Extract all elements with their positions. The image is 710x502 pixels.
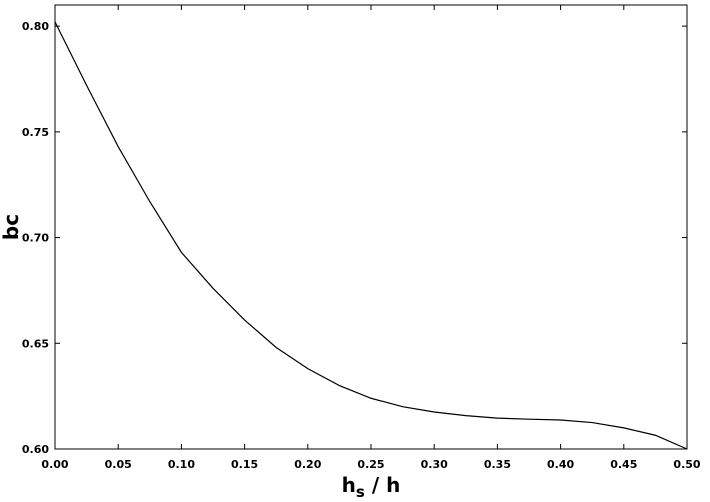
- y-tick-label: 0.80: [22, 20, 49, 33]
- y-axis-label: bc: [0, 214, 23, 240]
- x-tick-label: 0.00: [41, 458, 68, 471]
- x-tick-label: 0.35: [484, 458, 511, 471]
- y-tick-label: 0.70: [22, 232, 49, 245]
- x-tick-label: 0.25: [357, 458, 384, 471]
- plot-frame: [54, 4, 688, 450]
- y-tick-label: 0.75: [22, 126, 49, 139]
- x-label-base: h: [342, 473, 356, 497]
- y-tick-label: 0.65: [22, 337, 49, 350]
- x-tick-label: 0.30: [421, 458, 448, 471]
- y-tick-label: 0.60: [22, 443, 49, 456]
- x-tick-label: 0.15: [231, 458, 258, 471]
- x-tick-label: 0.20: [294, 458, 321, 471]
- x-tick-label: 0.05: [105, 458, 132, 471]
- x-tick-label: 0.10: [168, 458, 195, 471]
- x-label-rest: / h: [365, 473, 400, 497]
- x-axis-label: hs / h: [342, 473, 401, 501]
- x-tick-label: 0.50: [673, 458, 700, 471]
- x-label-subscript: s: [356, 483, 365, 501]
- x-tick-label: 0.45: [610, 458, 637, 471]
- x-tick-label: 0.40: [547, 458, 574, 471]
- data-line: [54, 21, 688, 450]
